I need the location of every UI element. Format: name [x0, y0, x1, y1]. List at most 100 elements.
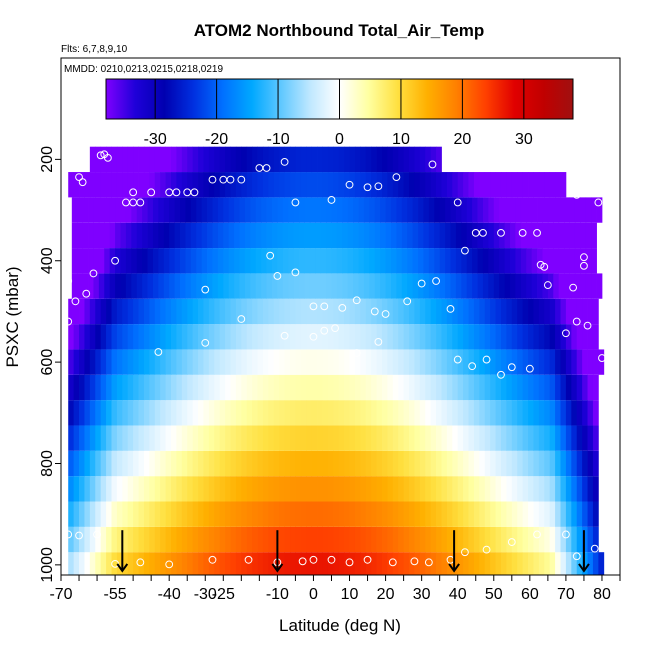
sample-point: [208, 175, 217, 184]
heatmap-cell: [111, 552, 118, 575]
heatmap-cell: [116, 425, 123, 451]
heatmap-cell: [190, 273, 197, 299]
heatmap-cell: [358, 197, 365, 223]
heatmap-cell: [176, 526, 183, 553]
heatmap-cell: [327, 450, 334, 477]
heatmap-cell: [555, 552, 561, 575]
heatmap-cell: [125, 222, 132, 249]
sample-point: [345, 180, 354, 189]
heatmap-cell: [223, 248, 230, 274]
heatmap-cell: [412, 273, 419, 299]
heatmap-cell: [131, 273, 138, 299]
heatmap-cell: [170, 374, 177, 401]
heatmap-cell: [544, 526, 551, 553]
heatmap-cell: [342, 248, 349, 274]
heatmap-cell: [528, 324, 534, 350]
heatmap-cell: [122, 146, 129, 173]
heatmap-cell: [371, 476, 377, 502]
heatmap-cell: [295, 450, 302, 477]
heatmap-cell: [250, 197, 257, 223]
heatmap-cell: [544, 501, 551, 527]
heatmap-cell: [93, 222, 100, 249]
sample-point: [417, 279, 426, 288]
heatmap-cell: [409, 400, 415, 426]
heatmap-cell: [553, 248, 560, 274]
heatmap-cell: [576, 324, 583, 350]
heatmap-cell: [363, 273, 370, 299]
heatmap-cell: [560, 476, 567, 502]
heatmap-cell: [122, 526, 129, 553]
heatmap-cell: [288, 222, 295, 249]
heatmap-cell: [360, 450, 367, 477]
heatmap-cell: [436, 425, 442, 451]
heatmap-cell: [425, 501, 432, 527]
heatmap-cell: [371, 425, 377, 451]
heatmap-cell: [187, 400, 194, 426]
heatmap-cell: [517, 324, 524, 350]
heatmap-cell: [484, 374, 491, 401]
heatmap-cell: [100, 526, 107, 553]
heatmap-cell: [479, 374, 486, 401]
heatmap-cell: [533, 501, 540, 527]
heatmap-cell: [79, 400, 85, 426]
heatmap-cell: [333, 374, 340, 401]
heatmap-cell: [187, 146, 194, 173]
heatmap-cell: [203, 146, 210, 173]
heatmap-cell: [106, 526, 112, 553]
heatmap-cell: [196, 197, 203, 223]
heatmap-cell: [457, 526, 464, 553]
heatmap-cell: [116, 400, 123, 426]
heatmap-cell: [158, 273, 165, 299]
heatmap-cell: [174, 222, 181, 249]
heatmap-cell: [235, 146, 242, 173]
heatmap-cell: [235, 374, 242, 401]
heatmap-cell: [511, 552, 518, 575]
heatmap-cell: [241, 501, 248, 527]
heatmap-cell: [369, 248, 376, 274]
x-tick-label: -40: [158, 586, 181, 603]
heatmap-cell: [142, 222, 148, 249]
x-tick-label: 80: [593, 586, 611, 603]
heatmap-cell: [208, 450, 215, 477]
heatmap-cell: [434, 273, 441, 299]
heatmap-cell: [452, 324, 459, 350]
heatmap-cell: [192, 552, 199, 575]
heatmap-cell: [392, 146, 399, 173]
heatmap-cell: [115, 197, 121, 223]
heatmap-cell: [93, 197, 100, 223]
heatmap-cell: [100, 476, 107, 502]
heatmap-cell: [93, 248, 100, 274]
heatmap-cell: [490, 425, 496, 451]
heatmap-cell: [344, 172, 350, 198]
heatmap-cell: [441, 526, 448, 553]
heatmap-cell: [149, 374, 156, 401]
heatmap-cell: [484, 526, 491, 553]
heatmap-cell: [181, 298, 188, 325]
heatmap-cell: [100, 146, 107, 173]
heatmap-cell: [176, 172, 183, 198]
heatmap-cell: [290, 374, 296, 401]
heatmap-cell: [344, 552, 350, 575]
heatmap-cell: [306, 450, 313, 477]
heatmap-cell: [136, 222, 143, 249]
heatmap-cell: [414, 374, 421, 401]
heatmap-cell: [436, 501, 442, 527]
heatmap-cell: [176, 324, 183, 350]
heatmap-cell: [309, 248, 316, 274]
heatmap-cell: [533, 526, 540, 553]
heatmap-cell: [138, 146, 145, 173]
heatmap-cell: [322, 400, 329, 426]
heatmap-cell: [544, 400, 551, 426]
heatmap-cell: [147, 222, 154, 249]
heatmap-cell: [576, 425, 583, 451]
heatmap-cell: [268, 298, 275, 325]
heatmap-cell: [234, 273, 240, 299]
heatmap-cell: [439, 222, 446, 249]
heatmap-cell: [428, 248, 435, 274]
heatmap-cell: [198, 374, 204, 401]
heatmap-cell: [511, 298, 518, 325]
heatmap-cell: [293, 248, 300, 274]
heatmap-cell: [198, 324, 204, 350]
sample-point: [103, 153, 112, 162]
heatmap-cell: [445, 222, 451, 249]
